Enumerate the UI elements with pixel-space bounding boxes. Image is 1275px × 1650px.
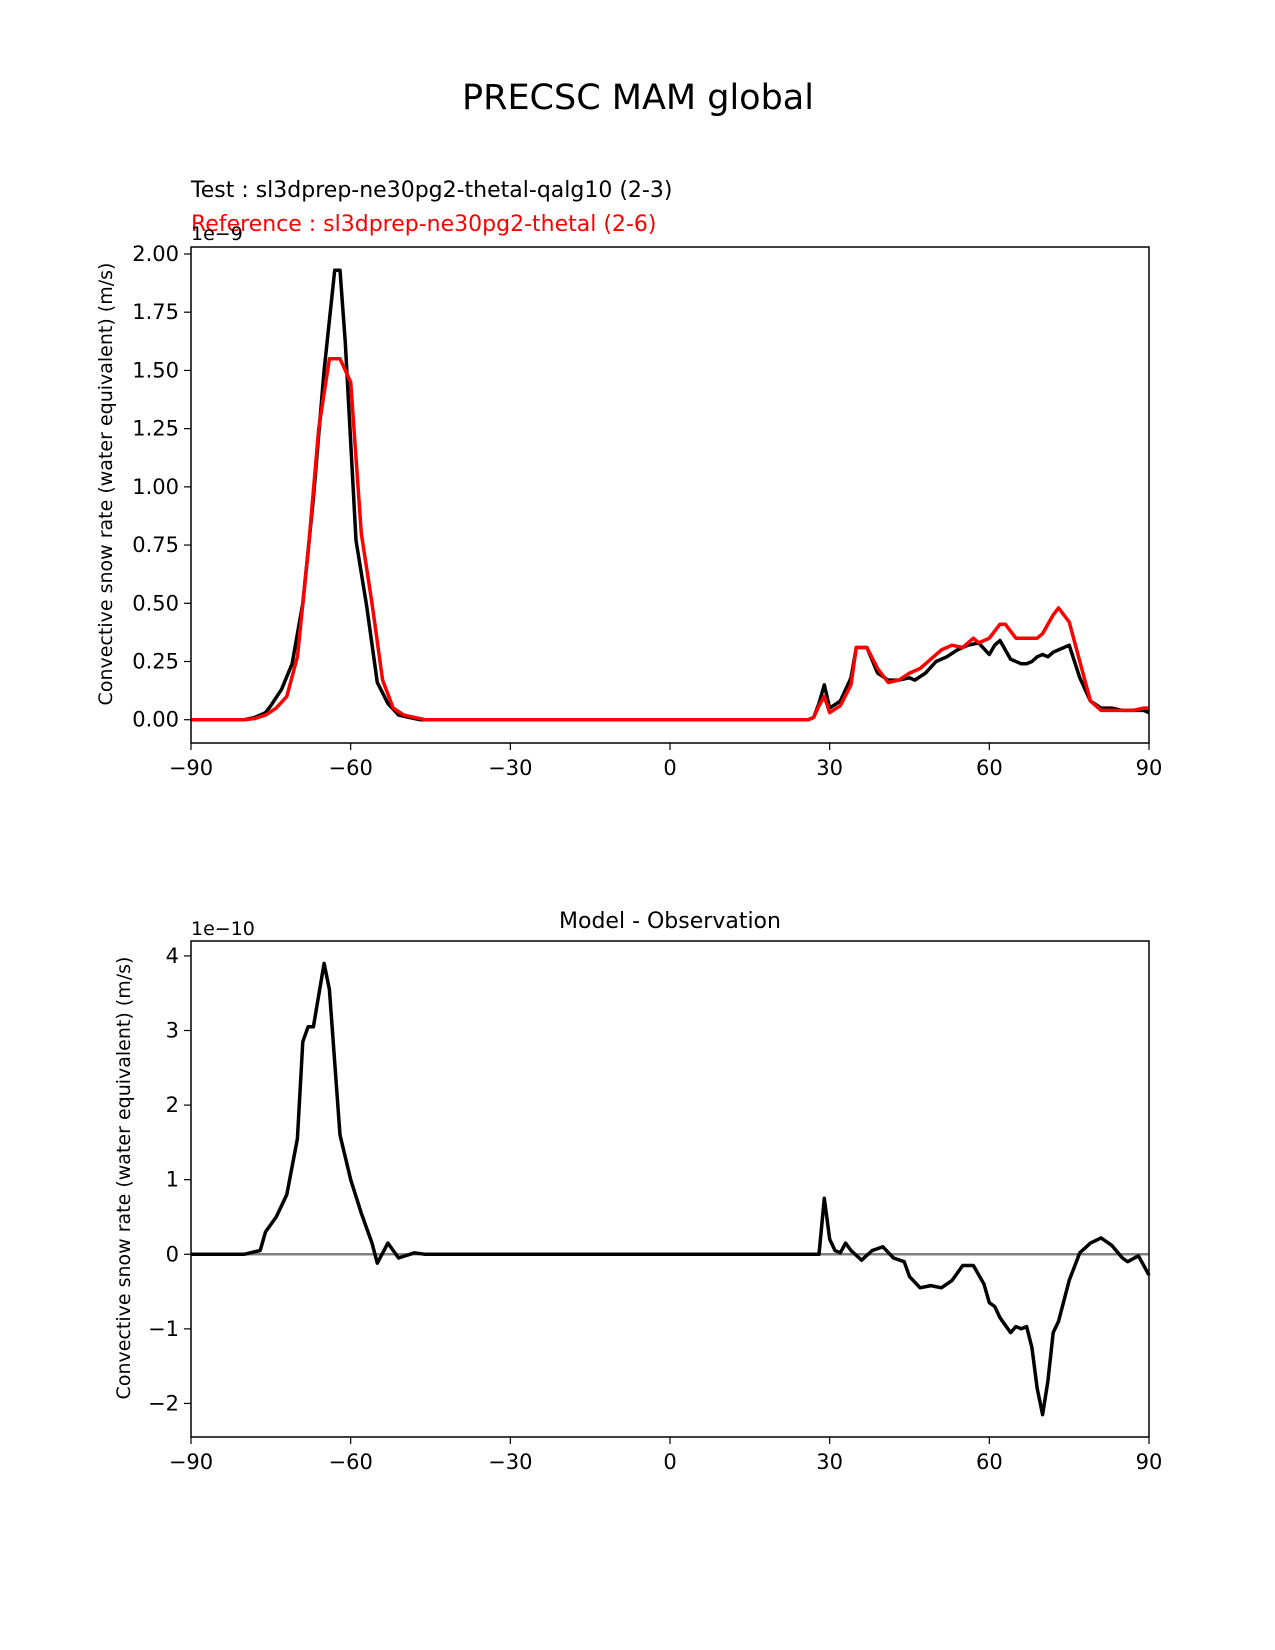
top-x-tick-label: 0 xyxy=(663,756,676,780)
figure-title: PRECSC MAM global xyxy=(462,78,814,118)
top-x-tick-label: 60 xyxy=(976,756,1003,780)
bottom-tick-layer: −90 −60 −30 0 30 60 90 −2 −1 0 1 2 3 4 xyxy=(148,944,1162,1474)
top-x-tick-label: 30 xyxy=(816,756,843,780)
top-y-tick-label: 2.00 xyxy=(132,242,179,266)
top-y-tick-label: 1.75 xyxy=(132,300,179,324)
bottom-x-tick-label: −30 xyxy=(488,1450,532,1474)
test-label: Test : sl3dprep-ne30pg2-thetal-qalg10 (2… xyxy=(190,178,672,203)
bottom-x-tick-label: −90 xyxy=(169,1450,213,1474)
top-y-tick-label: 0.75 xyxy=(132,533,179,557)
bottom-x-tick-label: 30 xyxy=(816,1450,843,1474)
top-tick-layer: −90 −60 −30 0 30 60 90 0.00 0.25 0.50 0.75 1.00 1.25… xyxy=(132,242,1162,780)
top-x-tick-label: −90 xyxy=(169,756,213,780)
top-y-tick-label: 1.25 xyxy=(132,417,179,441)
bottom-y-axis-label: Convective snow rate (water equivalent) … xyxy=(113,957,135,1400)
bottom-offset-text: 1e−10 xyxy=(191,918,255,940)
bottom-x-tick-label: 60 xyxy=(976,1450,1003,1474)
top-plot-frame xyxy=(190,246,1150,744)
bottom-x-tick-label: −60 xyxy=(329,1450,373,1474)
bottom-series-line-0 xyxy=(191,961,1151,1417)
top-y-tick-label: 0.25 xyxy=(132,649,179,673)
top-y-axis-label: Convective snow rate (water equivalent) … xyxy=(95,263,117,706)
bottom-y-tick-label: 3 xyxy=(166,1019,179,1043)
top-offset-text: 1e−9 xyxy=(191,223,243,245)
top-x-tick-label: −30 xyxy=(488,756,532,780)
bottom-y-tick-label: 1 xyxy=(166,1168,179,1192)
bottom-panel: Model - Observation 1e−10 Convective sno… xyxy=(113,909,1162,1474)
top-x-tick-label: 90 xyxy=(1136,756,1163,780)
bottom-y-tick-label: −2 xyxy=(148,1391,179,1415)
top-y-tick-label: 1.00 xyxy=(132,475,179,499)
top-y-tick-label: 1.50 xyxy=(132,358,179,382)
top-panel: Test : sl3dprep-ne30pg2-thetal-qalg10 (2… xyxy=(95,178,1162,780)
top-y-tick-label: 0.50 xyxy=(132,591,179,615)
bottom-title: Model - Observation xyxy=(559,909,781,934)
bottom-y-tick-label: 4 xyxy=(166,944,179,968)
top-series-line-1 xyxy=(191,357,1149,722)
bottom-x-tick-label: 0 xyxy=(663,1450,676,1474)
bottom-y-tick-label: 2 xyxy=(166,1093,179,1117)
top-x-tick-label: −60 xyxy=(329,756,373,780)
bottom-plot-frame xyxy=(190,940,1150,1438)
bottom-x-tick-label: 90 xyxy=(1136,1450,1163,1474)
top-y-tick-label: 0.00 xyxy=(132,708,179,732)
bottom-y-tick-label: 0 xyxy=(166,1242,179,1266)
bottom-series-layer xyxy=(191,961,1151,1417)
reference-label: Reference : sl3dprep-ne30pg2-thetal (2-6… xyxy=(191,212,656,237)
bottom-y-tick-label: −1 xyxy=(148,1317,179,1341)
top-series-layer xyxy=(191,268,1150,722)
